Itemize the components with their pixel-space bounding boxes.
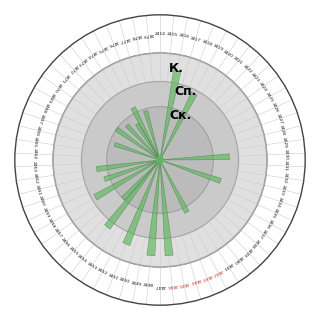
Wedge shape [94,160,160,200]
Text: 2458: 2458 [46,217,55,229]
Text: 2415: 2415 [166,32,178,37]
Text: 2452: 2452 [96,268,108,276]
Text: 2432: 2432 [282,172,287,184]
Text: 2456: 2456 [60,237,70,248]
Text: 2447: 2447 [155,284,165,288]
Text: 2425: 2425 [265,91,274,103]
Circle shape [107,107,213,213]
Wedge shape [125,124,160,160]
Text: 2454: 2454 [76,254,88,264]
Text: 2414: 2414 [155,32,165,36]
Text: 2469: 2469 [46,91,55,103]
Text: Сп.: Сп. [175,85,197,98]
Text: 2420: 2420 [222,49,234,59]
Wedge shape [122,160,160,200]
Wedge shape [105,160,160,229]
Text: 2463: 2463 [32,160,36,172]
Text: 2448: 2448 [142,283,154,288]
Text: 2417: 2417 [190,36,201,43]
Text: 2444: 2444 [190,277,201,284]
Wedge shape [135,123,160,160]
Text: 2440: 2440 [232,254,244,264]
Text: 2435: 2435 [270,206,279,218]
Text: 2466: 2466 [34,124,41,136]
Wedge shape [96,160,160,172]
Text: 2436: 2436 [265,217,274,229]
Text: 2446: 2446 [166,283,178,288]
Text: 2450: 2450 [119,277,131,284]
Text: 2419: 2419 [212,44,223,52]
Wedge shape [160,160,189,213]
Text: 2451: 2451 [107,273,119,281]
Text: 2477: 2477 [119,36,130,43]
Text: 2457: 2457 [52,227,62,239]
Text: 2468: 2468 [41,102,50,114]
Circle shape [53,53,267,267]
Wedge shape [123,160,160,245]
Text: 2428: 2428 [279,124,286,136]
Text: 2437: 2437 [258,228,268,239]
Text: 2479: 2479 [142,32,154,37]
Text: 2473: 2473 [76,56,88,66]
Text: 2418: 2418 [201,39,213,47]
Text: К.: К. [169,62,184,75]
Text: 2416: 2416 [178,33,190,39]
Wedge shape [160,92,197,160]
Text: 2471: 2471 [60,72,70,83]
Text: 2422: 2422 [242,64,252,74]
Circle shape [157,157,163,163]
Wedge shape [160,160,173,256]
Text: 2441: 2441 [222,261,234,271]
Text: 2478: 2478 [130,33,142,39]
Text: 2439: 2439 [242,246,252,256]
Text: 2464: 2464 [32,148,36,160]
Text: 2431: 2431 [284,160,288,172]
Wedge shape [131,107,160,160]
Text: 2474: 2474 [86,49,98,59]
Text: 2476: 2476 [107,39,119,47]
Text: 2433: 2433 [279,184,286,196]
Text: 2465: 2465 [33,136,38,148]
Text: 2459: 2459 [41,206,50,218]
Text: 2434: 2434 [275,195,283,207]
Text: 2423: 2423 [250,72,260,83]
Wedge shape [160,154,229,160]
Text: Ск.: Ск. [169,109,191,122]
Text: 2429: 2429 [282,136,287,148]
Wedge shape [147,160,160,256]
Text: 2475: 2475 [96,44,108,52]
Text: 2443: 2443 [201,273,213,281]
Text: 2455: 2455 [68,246,78,256]
Text: 2426: 2426 [270,102,279,114]
Text: 2445: 2445 [178,281,190,287]
Text: 2460: 2460 [37,195,45,207]
Text: 2430: 2430 [284,148,288,160]
Text: 2438: 2438 [250,237,260,248]
Wedge shape [114,142,160,160]
Wedge shape [104,160,160,181]
Wedge shape [160,70,181,160]
Wedge shape [115,127,160,160]
Text: 2472: 2472 [68,64,78,74]
Text: 2461: 2461 [34,184,41,196]
Text: 2453: 2453 [86,261,98,271]
Circle shape [15,15,305,305]
Circle shape [82,82,238,238]
Text: 2427: 2427 [275,113,283,125]
Text: 2442: 2442 [212,268,223,276]
Wedge shape [160,160,221,183]
Text: 2421: 2421 [232,56,244,66]
Text: 2470: 2470 [52,81,62,92]
Text: 2424: 2424 [258,81,268,92]
Text: 2449: 2449 [130,281,142,287]
Text: 2462: 2462 [33,172,38,184]
Text: 2467: 2467 [37,113,45,125]
Wedge shape [144,110,160,160]
